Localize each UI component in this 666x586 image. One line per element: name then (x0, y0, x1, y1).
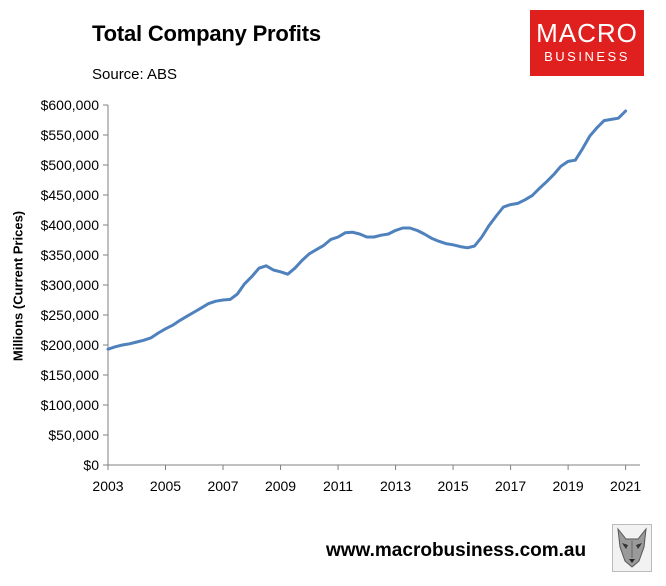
chart-series (106, 109, 628, 351)
chart-title: Total Company Profits (92, 21, 321, 46)
y-ticks: $0 $50,000 $100,000 $150,000 $200,000 $250,00… (41, 97, 108, 473)
macrobusiness-logo: MACRO BUSINESS (530, 10, 644, 76)
logo-line-1: MACRO (536, 18, 638, 48)
x-tick-label: 2003 (92, 478, 123, 494)
y-tick-label: $550,000 (41, 127, 100, 143)
y-tick-label: $500,000 (41, 157, 100, 173)
x-tick-label: 2011 (323, 478, 353, 494)
y-tick-label: $400,000 (41, 217, 100, 233)
x-tick-label: 2021 (610, 478, 641, 494)
x-tick-label: 2015 (438, 478, 469, 494)
y-tick-label: $300,000 (41, 277, 100, 293)
x-ticks: 2003 2005 2007 2009 2011 2013 2015 2017 2019 2021 (92, 465, 641, 494)
series-line (106, 109, 628, 351)
logo-line-2: BUSINESS (544, 49, 630, 64)
chart-source: Source: ABS (92, 66, 178, 83)
x-tick-label: 2007 (207, 478, 238, 494)
y-tick-label: $200,000 (41, 337, 100, 353)
x-tick-label: 2017 (495, 478, 526, 494)
y-tick-label: $450,000 (41, 187, 100, 203)
website-url: www.macrobusiness.com.au (326, 540, 587, 561)
x-tick-label: 2019 (553, 478, 584, 494)
x-tick-label: 2005 (150, 478, 181, 494)
y-tick-label: $50,000 (48, 427, 99, 443)
x-tick-label: 2013 (380, 478, 411, 494)
y-tick-label: $100,000 (41, 397, 100, 413)
y-tick-label: $0 (83, 457, 99, 473)
y-tick-label: $150,000 (41, 367, 100, 383)
x-tick-label: 2009 (265, 478, 296, 494)
y-tick-label: $600,000 (41, 97, 100, 113)
wolf-icon (612, 524, 652, 572)
y-tick-label: $350,000 (41, 247, 100, 263)
chart-axes (107, 105, 640, 466)
y-tick-label: $250,000 (41, 307, 100, 323)
